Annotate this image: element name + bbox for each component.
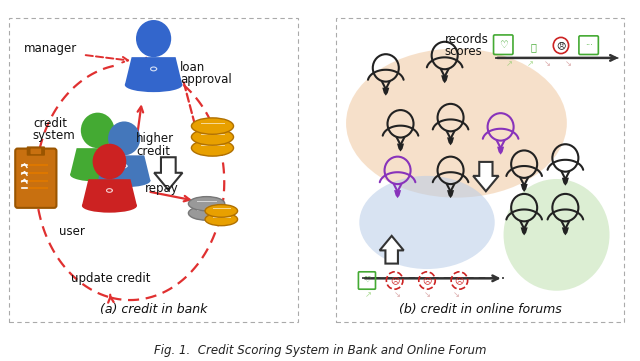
Text: ↘: ↘ [565, 60, 572, 69]
Ellipse shape [504, 179, 609, 291]
Polygon shape [98, 155, 150, 181]
Ellipse shape [359, 176, 495, 269]
Polygon shape [380, 236, 404, 264]
Text: ↘: ↘ [453, 290, 460, 299]
FancyBboxPatch shape [31, 149, 41, 154]
Text: approval: approval [180, 73, 232, 86]
Ellipse shape [98, 174, 150, 187]
Text: ↘: ↘ [424, 290, 431, 299]
Polygon shape [473, 162, 499, 191]
Text: ↗: ↗ [506, 60, 513, 69]
Ellipse shape [191, 118, 234, 134]
Text: credit: credit [33, 117, 67, 130]
Polygon shape [441, 75, 448, 83]
Polygon shape [70, 148, 125, 175]
Polygon shape [521, 227, 527, 235]
Text: ☹: ☹ [454, 276, 464, 285]
Polygon shape [562, 178, 569, 186]
Circle shape [108, 121, 140, 155]
Circle shape [81, 113, 115, 148]
Polygon shape [562, 227, 569, 235]
FancyBboxPatch shape [15, 149, 56, 208]
Text: manager: manager [24, 42, 77, 55]
Text: user: user [60, 225, 85, 238]
Ellipse shape [70, 168, 125, 182]
FancyBboxPatch shape [10, 18, 298, 322]
Text: loan: loan [180, 61, 205, 74]
Polygon shape [82, 179, 137, 206]
Text: repay: repay [145, 182, 179, 195]
Polygon shape [447, 138, 454, 145]
Text: scores: scores [445, 45, 483, 58]
Ellipse shape [191, 140, 234, 156]
Ellipse shape [125, 78, 182, 92]
Text: ☹: ☹ [390, 276, 399, 285]
Ellipse shape [205, 213, 237, 226]
Ellipse shape [188, 206, 225, 220]
Polygon shape [497, 147, 504, 155]
Text: ✋: ✋ [530, 42, 536, 52]
Text: records: records [445, 33, 488, 46]
Ellipse shape [82, 199, 137, 213]
Text: ↘: ↘ [544, 60, 551, 69]
Ellipse shape [346, 49, 567, 197]
FancyBboxPatch shape [27, 147, 45, 156]
FancyBboxPatch shape [336, 18, 624, 322]
Text: ♡: ♡ [499, 40, 508, 50]
Ellipse shape [191, 129, 234, 145]
Text: 😠: 😠 [556, 41, 566, 50]
Polygon shape [154, 157, 182, 190]
Text: system: system [33, 129, 76, 142]
Circle shape [136, 20, 172, 57]
Polygon shape [394, 190, 401, 198]
Text: ···: ··· [585, 41, 593, 50]
Circle shape [93, 144, 126, 179]
Polygon shape [521, 184, 527, 192]
Text: ↗: ↗ [365, 290, 372, 299]
Text: update credit: update credit [71, 272, 150, 285]
Text: higher: higher [136, 132, 174, 145]
Text: ☹: ☹ [422, 276, 432, 285]
Text: (b) credit in online forums: (b) credit in online forums [399, 303, 561, 316]
Polygon shape [382, 88, 389, 96]
Ellipse shape [188, 197, 225, 211]
Polygon shape [397, 144, 404, 152]
Text: Fig. 1.  Credit Scoring System in Bank and Online Forum: Fig. 1. Credit Scoring System in Bank an… [154, 344, 486, 357]
Text: (a) credit in bank: (a) credit in bank [100, 303, 207, 316]
Text: ↗: ↗ [527, 60, 534, 69]
Text: ↘: ↘ [394, 290, 401, 299]
Polygon shape [447, 190, 454, 198]
Polygon shape [125, 57, 182, 85]
Text: ♡: ♡ [364, 276, 371, 285]
Ellipse shape [205, 205, 237, 217]
Text: credit: credit [136, 144, 170, 157]
